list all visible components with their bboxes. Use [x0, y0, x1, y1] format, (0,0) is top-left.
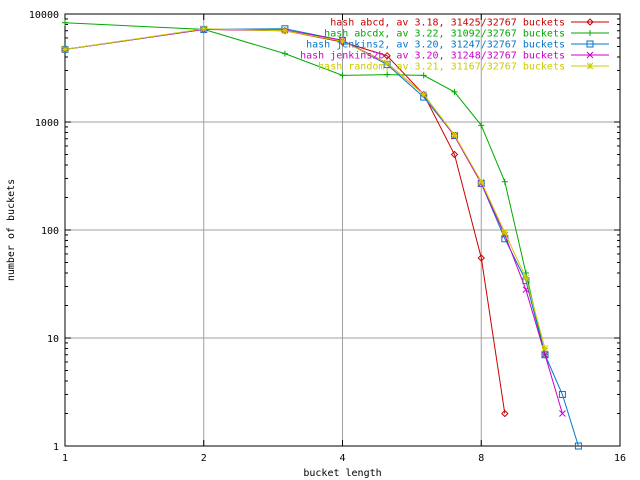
data-point	[339, 72, 346, 79]
data-point	[501, 229, 509, 236]
legend-label: hash abcd, av 3.18, 31425/32767 buckets	[330, 18, 565, 29]
data-point	[281, 50, 288, 57]
series-5	[61, 25, 549, 352]
series-lines	[61, 19, 582, 450]
data-point	[559, 410, 566, 417]
data-point	[541, 345, 549, 352]
data-point	[383, 52, 391, 60]
legend-entry: hash jenkins2b, av 3.20, 31248/32767 buc…	[300, 51, 609, 62]
data-point	[586, 40, 594, 48]
y-axis-label: number of buckets	[6, 179, 17, 281]
legend-entry: hash random, av 3.21, 31167/32767 bucket…	[318, 62, 609, 73]
legend-label: hash jenkins2b, av 3.20, 31248/32767 buc…	[300, 51, 565, 62]
data-point	[339, 37, 346, 45]
legend: hash abcd, av 3.18, 31425/32767 bucketsh…	[300, 18, 609, 73]
data-point	[522, 274, 530, 282]
data-point	[522, 286, 530, 294]
data-point	[587, 30, 593, 36]
series-line	[64, 22, 546, 355]
legend-entry: hash jenkins2, av 3.20, 31247/32767 buck…	[306, 40, 609, 51]
data-point	[586, 51, 594, 59]
data-point	[586, 62, 594, 70]
data-point	[451, 131, 458, 139]
y-tick-label: 1	[53, 442, 59, 453]
data-point	[541, 351, 549, 359]
series-line	[64, 28, 563, 414]
data-point	[477, 254, 485, 262]
y-tick-label: 1000	[35, 118, 59, 129]
x-tick-label: 8	[478, 453, 484, 464]
data-point	[558, 390, 566, 398]
x-tick-label: 2	[201, 453, 207, 464]
legend-label: hash random, av 3.21, 31167/32767 bucket…	[318, 62, 565, 73]
data-point	[501, 178, 508, 185]
data-point	[541, 351, 549, 359]
y-tick-label: 10	[47, 334, 59, 345]
series-line	[64, 28, 546, 349]
y-tick-label: 100	[41, 226, 59, 237]
data-point	[501, 409, 509, 418]
axis-ticks: 1 2 4 8 16 1 10 100 1000 10000	[29, 10, 626, 464]
x-tick-label: 16	[614, 453, 626, 464]
data-point	[281, 27, 289, 35]
series-line	[64, 28, 506, 414]
data-point	[420, 91, 428, 98]
data-point	[478, 122, 485, 129]
data-point	[451, 88, 458, 95]
data-point	[477, 178, 485, 186]
data-point	[383, 59, 391, 67]
grid	[65, 14, 620, 446]
x-tick-label: 4	[339, 453, 345, 464]
data-point	[200, 25, 208, 33]
legend-entry: hash abcdx, av 3.22, 31092/32767 buckets	[324, 29, 609, 40]
data-point	[384, 71, 391, 78]
x-axis-label: bucket length	[303, 468, 381, 479]
series-4	[61, 26, 566, 417]
data-point	[62, 19, 68, 26]
legend-entry: hash abcd, av 3.18, 31425/32767 buckets	[330, 18, 609, 29]
x-tick-label: 1	[62, 453, 68, 464]
data-point	[586, 18, 594, 26]
y-tick-label: 10000	[29, 10, 59, 21]
data-point	[450, 150, 459, 159]
data-point	[420, 72, 427, 79]
series-3	[61, 25, 582, 450]
data-point	[574, 442, 582, 450]
legend-label: hash jenkins2, av 3.20, 31247/32767 buck…	[306, 40, 565, 51]
data-point	[61, 46, 69, 53]
legend-label: hash abcdx, av 3.22, 31092/32767 buckets	[324, 29, 565, 40]
